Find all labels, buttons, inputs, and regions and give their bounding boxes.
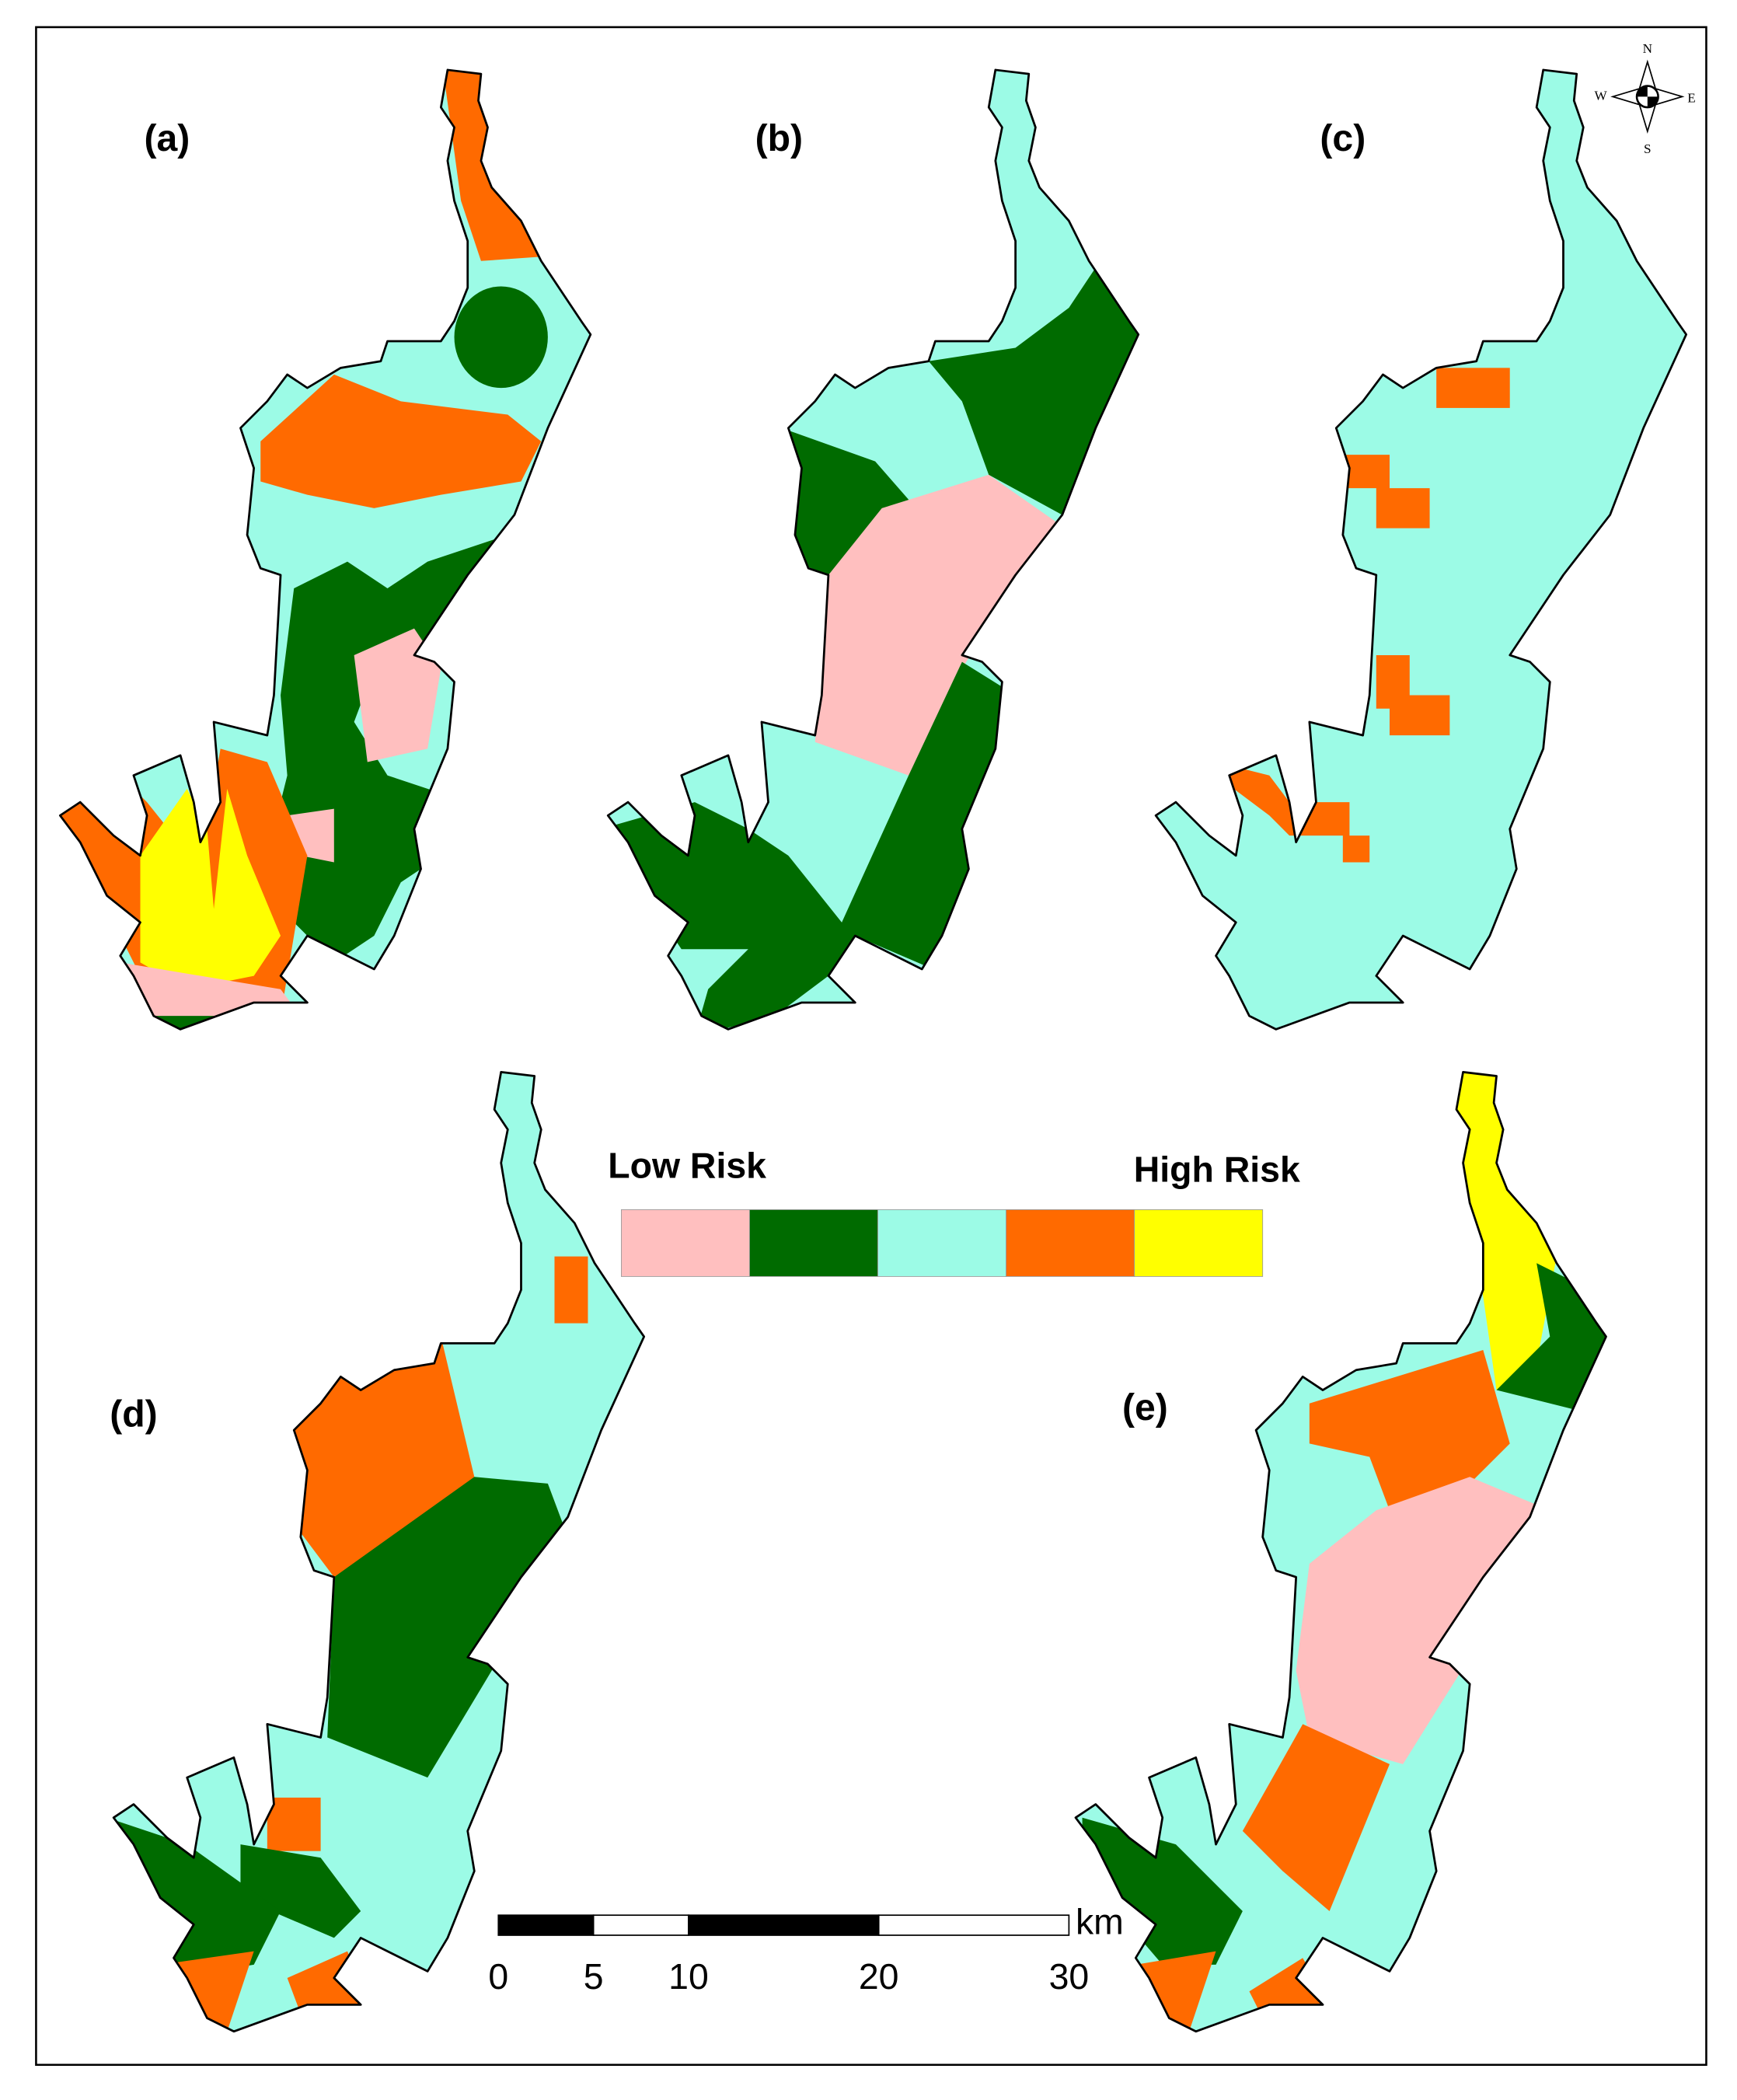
zone [454,286,548,389]
zone [260,374,542,508]
legend [621,1209,1264,1277]
scale-tick-label: 0 [488,1956,508,1997]
zone [814,474,1056,776]
legend-high-label: High Risk [1134,1149,1300,1190]
panel-label: (e) [1122,1387,1168,1428]
panel-label: (a) [144,117,190,159]
zone [294,1336,475,1578]
legend-swatch [621,1209,750,1277]
panel-label: (d) [110,1394,157,1435]
scale-segment [497,1914,595,1936]
zone [240,1844,361,1938]
compass-west: W [1595,88,1608,103]
zone [120,962,321,1030]
scale-segment [688,1914,880,1936]
legend-swatch [1006,1209,1135,1277]
zone [554,1256,588,1324]
zone [1189,755,1370,863]
compass-quadrants [1637,85,1659,108]
compass: N S E W [1595,41,1696,156]
panel-label: (c) [1320,117,1366,159]
scale-segment [592,1914,689,1936]
scale-tick-label: 20 [859,1956,899,1997]
zone [1296,1477,1550,1764]
zone [1342,455,1430,528]
legend-swatch [1134,1209,1264,1277]
zone [1376,654,1450,736]
zone [781,427,923,575]
zone [354,628,441,762]
zone [267,1797,321,1851]
scale-tick-label: 10 [668,1956,709,1997]
zone [1436,368,1510,408]
legend-swatch [749,1209,878,1277]
scale-unit: km [1076,1902,1124,1942]
zone [140,788,281,989]
compass-south: S [1644,141,1652,156]
legend-swatch [877,1209,1007,1277]
legend-low-label: Low Risk [608,1145,766,1185]
scale-bar: 0 5 10 20 30 [488,1914,1090,1997]
compass-north: N [1643,41,1653,56]
zone [1309,1349,1510,1511]
panel-label: (b) [755,117,803,159]
zone [1082,1817,1243,1965]
scale-segment [877,1914,1070,1936]
zone [1242,1724,1390,1912]
zone [327,1477,568,1778]
zone [608,661,1016,1030]
scale-tick-label: 30 [1049,1956,1090,1997]
scale-tick-label: 5 [584,1956,604,1997]
zone [928,267,1139,515]
compass-east: E [1687,91,1696,106]
